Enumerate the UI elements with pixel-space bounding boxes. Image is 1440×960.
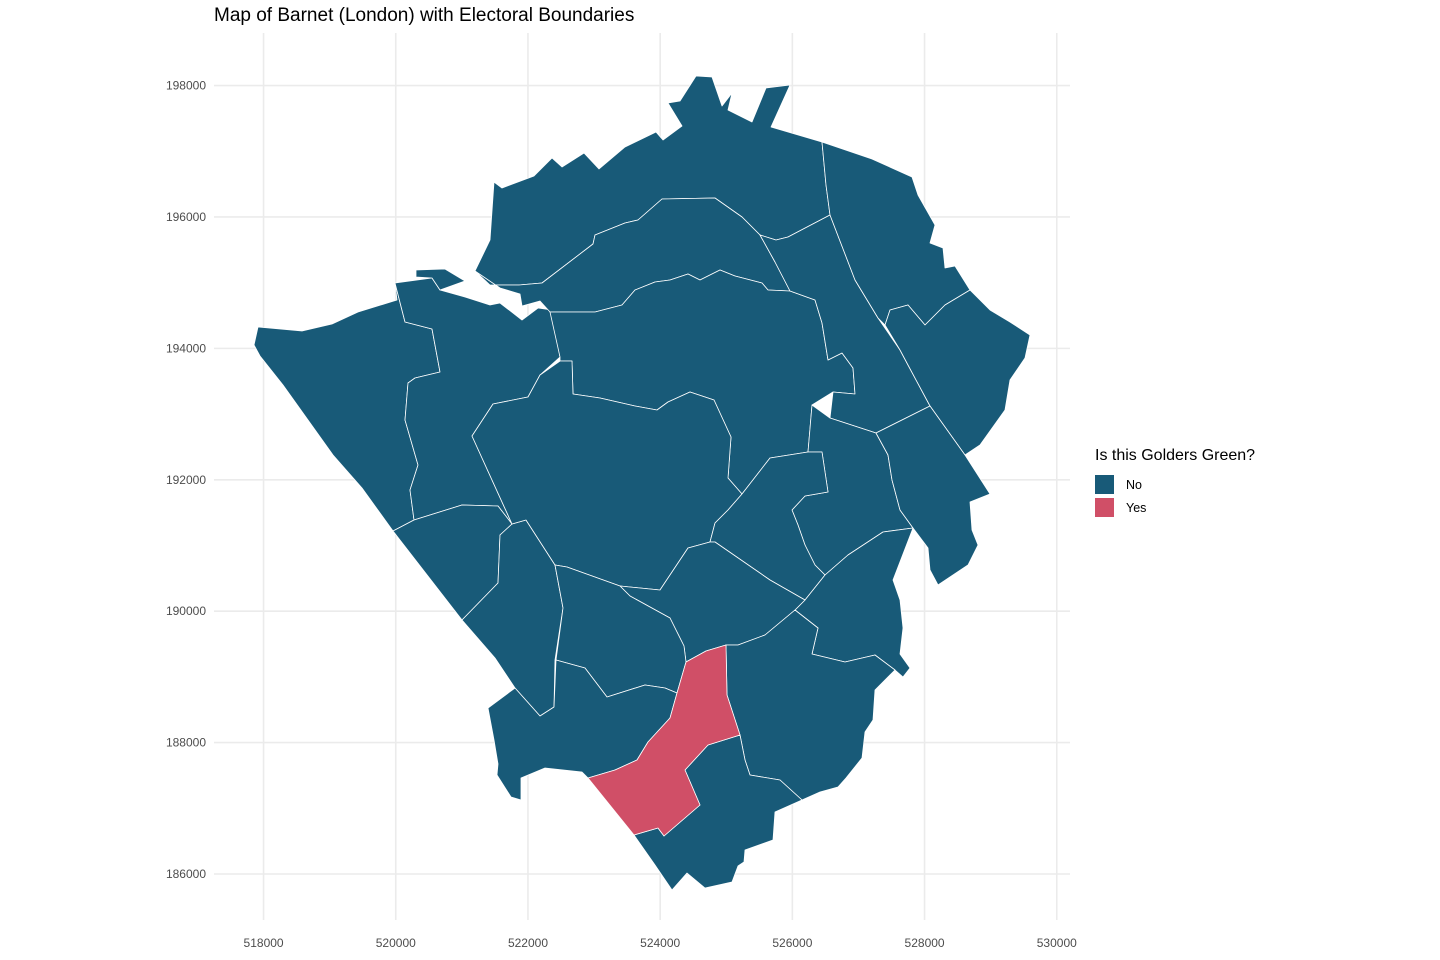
ward-polygon	[875, 405, 991, 586]
y-axis-ticks: 198000 196000 194000 192000 190000 188000 1860…	[166, 79, 206, 881]
legend-item-no: No	[1095, 473, 1255, 496]
y-tick-label: 190000	[166, 604, 206, 618]
legend-swatch-yes	[1095, 498, 1114, 517]
x-tick-label: 524000	[640, 936, 680, 950]
y-tick-label: 194000	[166, 341, 206, 355]
chart-title: Map of Barnet (London) with Electoral Bo…	[214, 5, 635, 26]
y-tick-label: 186000	[166, 867, 206, 881]
y-tick-label: 192000	[166, 473, 206, 487]
x-tick-label: 520000	[376, 936, 416, 950]
y-tick-label: 188000	[166, 736, 206, 750]
legend-label-yes: Yes	[1126, 500, 1147, 515]
golders-green-ward	[587, 644, 741, 837]
ward-polygons	[253, 75, 1031, 891]
legend-item-yes: Yes	[1095, 496, 1255, 519]
x-tick-label: 522000	[508, 936, 548, 950]
legend-label-no: No	[1126, 477, 1142, 492]
y-tick-label: 196000	[166, 210, 206, 224]
legend-title: Is this Golders Green?	[1095, 447, 1256, 464]
legend: Is this Golders Green? No Yes	[1095, 447, 1255, 519]
ward-polygon	[487, 659, 678, 801]
x-tick-label: 530000	[1037, 936, 1077, 950]
x-tick-label: 528000	[905, 936, 945, 950]
x-axis-ticks: 518000 520000 522000 524000 526000 528000 5300…	[244, 936, 1078, 950]
y-tick-label: 198000	[166, 79, 206, 93]
ward-polygon	[709, 451, 829, 601]
x-tick-label: 526000	[772, 936, 812, 950]
legend-swatch-no	[1095, 475, 1114, 494]
x-tick-label: 518000	[244, 936, 284, 950]
